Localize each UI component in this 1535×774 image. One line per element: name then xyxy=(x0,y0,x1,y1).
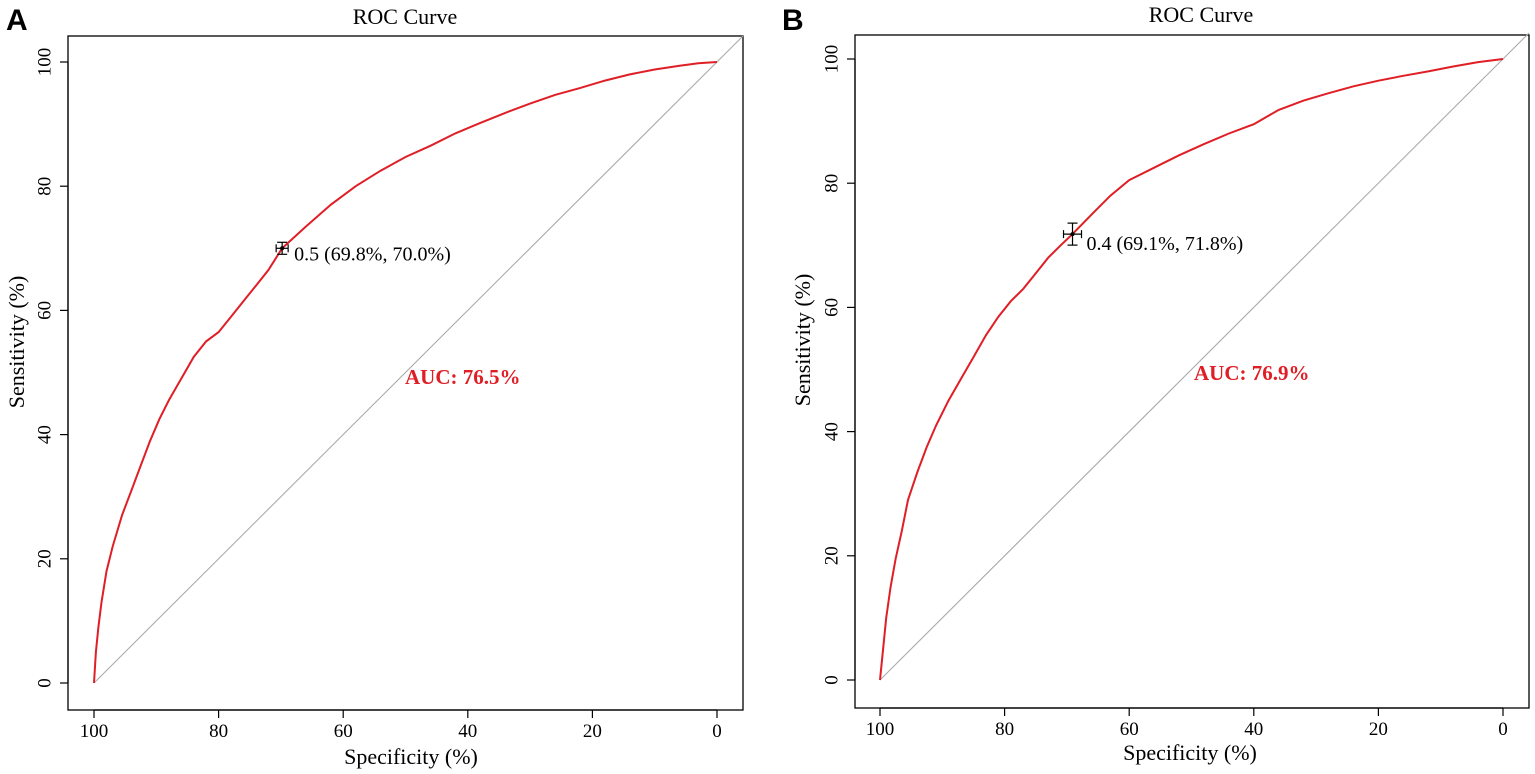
x-axis-label: Specificity (%) xyxy=(1123,740,1257,765)
x-tick-label: 40 xyxy=(1244,719,1263,740)
y-tick-label: 0 xyxy=(34,678,55,688)
plot-frame xyxy=(854,34,1530,709)
threshold-marker xyxy=(1062,222,1083,246)
threshold-point xyxy=(1070,232,1075,237)
auc-label: AUC: 76.5% xyxy=(405,365,521,389)
x-axis-label: Specificity (%) xyxy=(344,744,478,769)
y-tick-label: 100 xyxy=(34,48,55,77)
threshold-point xyxy=(280,246,285,251)
x-tick-label: 0 xyxy=(712,721,722,742)
chart-title: ROC Curve xyxy=(353,4,458,29)
y-tick-label: 80 xyxy=(821,174,842,193)
roc-curve xyxy=(879,58,1504,681)
reference-diagonal xyxy=(879,32,1530,681)
x-tick-label: 60 xyxy=(334,721,353,742)
x-tick-label: 0 xyxy=(1498,719,1508,740)
x-tick-label: 20 xyxy=(583,721,602,742)
x-tick-label: 20 xyxy=(1369,719,1388,740)
y-tick-label: 20 xyxy=(34,549,55,568)
x-tick-label: 100 xyxy=(866,719,895,740)
x-tick-label: 100 xyxy=(80,721,109,742)
y-tick-label: 0 xyxy=(821,675,842,685)
y-axis-label: Sensitivity (%) xyxy=(790,274,815,407)
y-tick-label: 60 xyxy=(821,298,842,317)
x-tick-label: 60 xyxy=(1120,719,1139,740)
axes: 100 80 60 40 20 0 0 20 40 60 80 100 xyxy=(821,45,1507,740)
y-tick-label: 20 xyxy=(821,546,842,565)
panel-label: A xyxy=(6,4,28,37)
x-tick-label: 40 xyxy=(458,721,477,742)
y-tick-label: 60 xyxy=(34,301,55,320)
roc-curve xyxy=(93,61,718,684)
y-tick-label: 100 xyxy=(821,45,842,74)
reference-diagonal xyxy=(93,35,744,684)
roc-panel-b: B ROC Curve 100 80 60 40 20 0 0 20 40 60 80 100 0.4… xyxy=(782,2,1530,765)
panel-label: B xyxy=(782,4,804,37)
roc-panel-a: A ROC Curve 100 80 60 40 20 0 0 20 40 60 80 100 0.5… xyxy=(4,4,744,769)
threshold-label: 0.4 (69.1%, 71.8%) xyxy=(1087,233,1244,255)
threshold-label: 0.5 (69.8%, 70.0%) xyxy=(294,243,451,265)
y-tick-label: 80 xyxy=(34,177,55,196)
x-tick-label: 80 xyxy=(995,719,1014,740)
y-tick-label: 40 xyxy=(34,425,55,444)
y-tick-label: 40 xyxy=(821,422,842,441)
chart-title: ROC Curve xyxy=(1149,2,1254,27)
threshold-marker xyxy=(275,241,289,255)
x-tick-label: 80 xyxy=(209,721,228,742)
axes: 100 80 60 40 20 0 0 20 40 60 80 100 xyxy=(34,48,721,742)
auc-label: AUC: 76.9% xyxy=(1194,361,1310,385)
y-axis-label: Sensitivity (%) xyxy=(4,276,29,409)
